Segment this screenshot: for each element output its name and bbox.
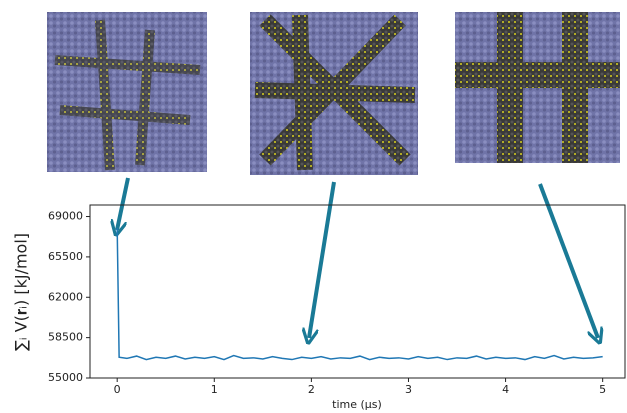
snapshot-3 — [455, 12, 620, 163]
arrows — [117, 177, 598, 338]
y-tick-label: 69000 — [48, 210, 83, 223]
x-tick-label: 1 — [211, 383, 218, 396]
y-tick-label: 62000 — [48, 290, 83, 303]
x-tick-label: 3 — [405, 383, 412, 396]
snapshot-2 — [250, 12, 418, 175]
y-tick-label: 65500 — [48, 250, 83, 263]
y-axis-label: ∑ᵢ V(𝐫ᵢ) [kJ/mol] — [12, 233, 31, 351]
x-axis-label: time (μs) — [332, 398, 382, 411]
plot-frame — [89, 204, 626, 379]
x-tick-label: 4 — [502, 383, 509, 396]
x-tick-label: 0 — [114, 383, 121, 396]
snapshot-1 — [47, 12, 207, 172]
x-tick-label: 5 — [599, 383, 606, 396]
data-line — [116, 228, 603, 361]
y-tick-label: 55000 — [48, 371, 83, 384]
x-tick-label: 2 — [308, 383, 315, 396]
y-tick-label: 58500 — [48, 331, 83, 344]
